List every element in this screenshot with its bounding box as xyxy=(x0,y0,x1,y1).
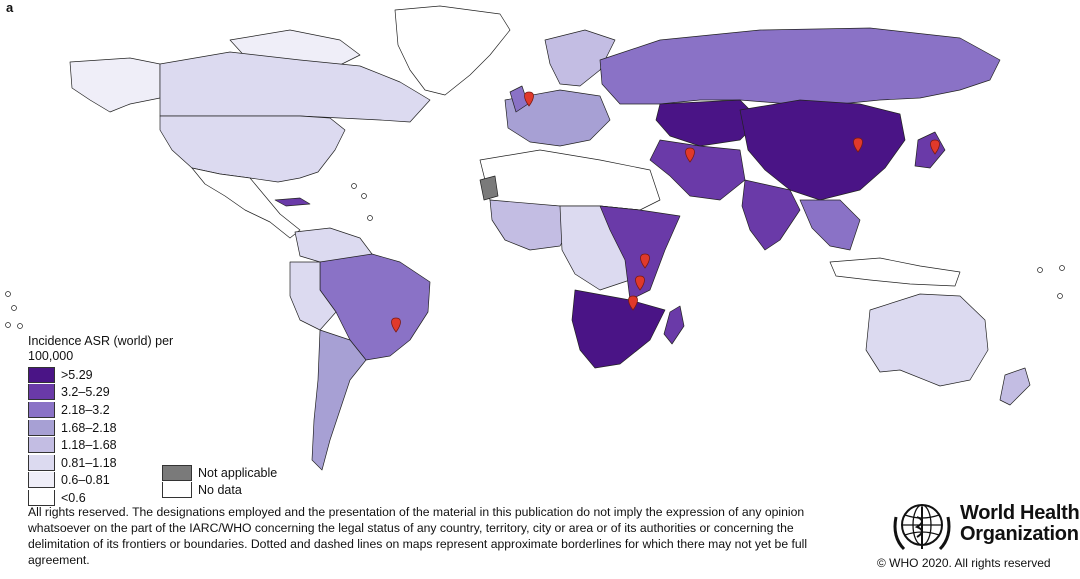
region-canada xyxy=(159,51,431,123)
legend-label: 0.81–1.18 xyxy=(61,455,117,470)
legend-item: 3.2–5.29 xyxy=(28,384,117,402)
region-australia xyxy=(865,293,989,387)
region-indonesia xyxy=(829,257,961,287)
legend-item: 0.6–0.81 xyxy=(28,472,117,490)
region-scandinavia xyxy=(544,29,616,87)
region-caribbean xyxy=(274,197,311,207)
legend-swatch xyxy=(28,419,55,436)
region-central-asia xyxy=(655,99,761,147)
region-new-zealand xyxy=(999,367,1031,406)
legend-label: >5.29 xyxy=(61,367,93,382)
legend-label: 1.68–2.18 xyxy=(61,420,117,435)
region-southeast-asia xyxy=(799,199,861,251)
region-southern-africa xyxy=(571,289,666,369)
island-circle xyxy=(5,322,11,328)
island-circle xyxy=(1037,267,1043,273)
region-greenland xyxy=(394,5,511,96)
island-circle xyxy=(367,215,373,221)
who-organization-name: World Health Organization xyxy=(960,502,1080,545)
legend-title: Incidence ASR (world) per 100,000 xyxy=(28,334,174,363)
legend-swatch xyxy=(28,366,55,383)
region-middle-east xyxy=(649,139,746,201)
legend-swatch xyxy=(28,472,55,489)
region-china xyxy=(739,99,906,201)
region-southern-cone xyxy=(311,329,367,471)
map-marker xyxy=(391,317,401,333)
who-copyright: © WHO 2020. All rights reserved xyxy=(877,556,1051,570)
island-circle xyxy=(1059,265,1065,271)
map-marker xyxy=(628,295,638,311)
map-marker xyxy=(640,253,650,269)
region-alaska xyxy=(69,57,161,113)
legend-item: 2.18–3.2 xyxy=(28,401,117,419)
map-marker xyxy=(635,275,645,291)
legend-swatch xyxy=(28,384,55,401)
panel-label: a xyxy=(6,0,14,15)
island-circle xyxy=(361,193,367,199)
disclaimer-text: All rights reserved. The designations em… xyxy=(28,505,808,567)
region-andes xyxy=(289,261,337,331)
island-circle xyxy=(1057,293,1063,299)
map-marker xyxy=(524,91,534,107)
region-madagascar xyxy=(663,305,685,345)
island-circle xyxy=(5,291,11,297)
who-emblem-icon xyxy=(893,504,951,551)
legend-label: 1.18–1.68 xyxy=(61,438,117,453)
legend-label: 2.18–3.2 xyxy=(61,402,110,417)
legend-swatch xyxy=(28,454,55,471)
legend-swatch xyxy=(162,482,192,499)
legend-label: No data xyxy=(198,483,242,498)
region-western-sahara xyxy=(479,175,499,201)
island-circle xyxy=(17,323,23,329)
region-east-africa xyxy=(599,205,681,301)
map-marker xyxy=(930,139,940,155)
region-india xyxy=(741,179,801,251)
legend-item: 1.68–2.18 xyxy=(28,419,117,437)
legend-swatch xyxy=(28,489,55,506)
legend-extra: Not applicable No data xyxy=(162,464,277,499)
region-russia xyxy=(599,27,1001,105)
legend-label: 0.6–0.81 xyxy=(61,473,110,488)
island-circle xyxy=(11,305,17,311)
region-mexico-central-america xyxy=(191,167,301,239)
legend-item-no-data: No data xyxy=(162,482,277,500)
legend: >5.29 3.2–5.29 2.18–3.2 1.68–2.18 1.18–1… xyxy=(28,366,117,507)
region-western-europe xyxy=(504,89,611,147)
island-circle xyxy=(351,183,357,189)
legend-swatch xyxy=(162,464,192,481)
region-north-africa xyxy=(479,149,661,211)
region-usa xyxy=(159,115,346,183)
map-marker xyxy=(685,147,695,163)
who-name-line2: Organization xyxy=(960,523,1079,545)
world-incidence-map xyxy=(5,5,1065,471)
map-marker xyxy=(853,137,863,153)
region-japan xyxy=(914,131,946,169)
legend-label: Not applicable xyxy=(198,465,278,480)
legend-label: <0.6 xyxy=(61,490,86,505)
legend-item: 0.81–1.18 xyxy=(28,454,117,472)
legend-item: >5.29 xyxy=(28,366,117,384)
legend-item: <0.6 xyxy=(28,489,117,507)
legend-label: 3.2–5.29 xyxy=(61,385,110,400)
legend-item: 1.18–1.68 xyxy=(28,436,117,454)
who-name-line1: World Health xyxy=(960,502,1080,524)
legend-swatch xyxy=(28,437,55,454)
legend-swatch xyxy=(28,401,55,418)
legend-item-not-applicable: Not applicable xyxy=(162,464,277,482)
